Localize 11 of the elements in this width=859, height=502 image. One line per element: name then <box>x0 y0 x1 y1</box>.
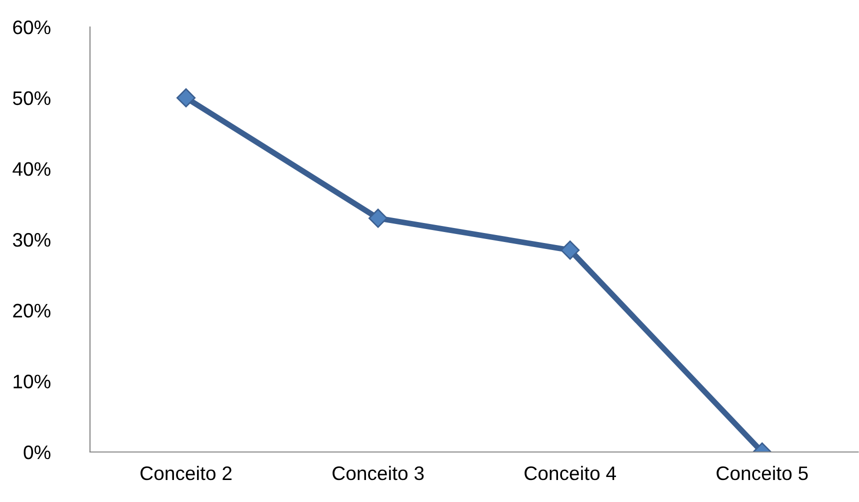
y-tick-label: 30% <box>12 232 50 247</box>
y-tick-label: 0% <box>24 445 50 460</box>
y-tick-label: 40% <box>12 162 50 176</box>
x-tick-label: Conceito 5 <box>716 466 808 480</box>
y-tick-label: 50% <box>12 91 50 106</box>
y-tick-label: 20% <box>13 304 50 318</box>
x-tick-label: Conceito 2 <box>140 466 232 480</box>
x-tick-label: Conceito 4 <box>524 466 616 480</box>
y-tick-label: 60% <box>13 20 50 34</box>
y-tick-label: 10% <box>14 374 50 388</box>
x-tick-label: Conceito 3 <box>332 466 424 480</box>
